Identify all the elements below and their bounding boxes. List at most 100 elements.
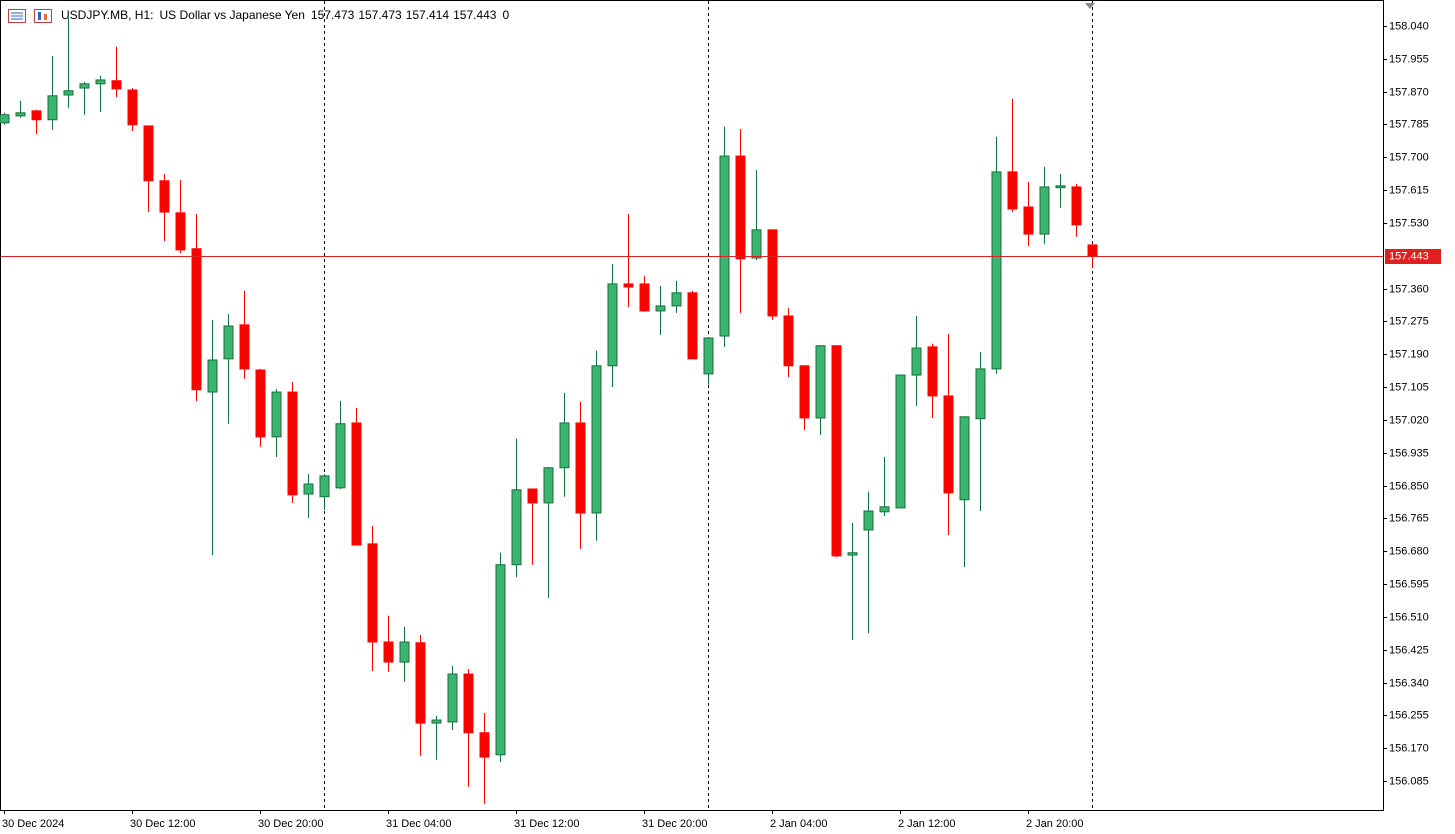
candle-body: [175, 212, 186, 251]
candle-body: [319, 475, 330, 498]
candle-body: [191, 248, 202, 391]
y-tick-label: 157.360: [1389, 283, 1429, 295]
y-tick-label: 156.935: [1389, 447, 1429, 459]
header-close: 157.443: [453, 8, 497, 22]
candle-body: [511, 489, 522, 566]
header-low: 157.414: [406, 8, 450, 22]
y-tick-label: 156.085: [1389, 775, 1429, 787]
x-tick-label: 2 Jan 04:00: [770, 818, 828, 830]
x-tick-label: 2 Jan 12:00: [898, 818, 956, 830]
header: USDJPY.MB, H1: US Dollar vs Japanese Yen 1…: [61, 8, 509, 22]
y-tick-label: 158.040: [1389, 20, 1429, 32]
header-volume: 0: [502, 8, 509, 22]
candle-body: [159, 180, 170, 213]
candle-body: [31, 110, 42, 121]
y-tick-label: 157.020: [1389, 414, 1429, 426]
header-high: 157.473: [358, 8, 402, 22]
candle-body: [543, 467, 554, 504]
candle-body: [271, 391, 282, 438]
candle-body: [239, 324, 250, 370]
candle-body: [687, 292, 698, 360]
candle-body: [927, 346, 938, 397]
y-tick-label: 157.700: [1389, 151, 1429, 163]
candle-body: [1055, 185, 1066, 189]
candle-body: [367, 543, 378, 643]
y-tick-label: 157.870: [1389, 86, 1429, 98]
candle-body: [895, 374, 906, 509]
candle-body: [223, 325, 234, 360]
y-tick-label: 157.105: [1389, 381, 1429, 393]
icon-chart[interactable]: [34, 9, 52, 23]
candle-body: [287, 391, 298, 496]
y-tick-label: 156.680: [1389, 545, 1429, 557]
candle-body: [943, 395, 954, 494]
candle-body: [879, 506, 890, 513]
candle-body: [783, 315, 794, 367]
y-tick-label: 157.530: [1389, 217, 1429, 229]
candle-body: [335, 423, 346, 489]
y-tick-label: 156.170: [1389, 742, 1429, 754]
y-tick-label: 157.955: [1389, 53, 1429, 65]
candle-body: [559, 422, 570, 469]
bid-label-box: [1385, 249, 1441, 264]
candle-body: [399, 641, 410, 663]
y-tick-label: 157.275: [1389, 315, 1429, 327]
candle-body: [127, 89, 138, 126]
header-icons: [8, 9, 52, 23]
candle-body: [863, 510, 874, 531]
candle-body: [959, 416, 970, 501]
candle-body: [591, 365, 602, 514]
y-tick-label: 156.850: [1389, 480, 1429, 492]
x-tick-label: 30 Dec 20:00: [258, 818, 323, 830]
candle-body: [655, 305, 666, 312]
candle-body: [735, 155, 746, 260]
candle-body: [383, 641, 394, 663]
candle-body: [607, 283, 618, 367]
candle-body: [527, 488, 538, 504]
y-tick-label: 156.595: [1389, 578, 1429, 590]
candle-body: [111, 80, 122, 90]
plot-frame: [0, 0, 1384, 811]
candle-body: [671, 292, 682, 307]
x-tick-label: 2 Jan 20:00: [1026, 818, 1084, 830]
candle-body: [799, 365, 810, 419]
candle-body: [15, 112, 26, 117]
candle-body: [575, 422, 586, 514]
x-tick-label: 31 Dec 12:00: [514, 818, 579, 830]
y-tick-label: 156.425: [1389, 644, 1429, 656]
candle-body: [639, 283, 650, 312]
bid-label: 157.443: [1389, 250, 1429, 262]
candle-body: [463, 673, 474, 734]
icon-bar: [38, 12, 41, 20]
candle-body: [431, 719, 442, 724]
candle-body: [47, 95, 58, 121]
y-tick-label: 157.190: [1389, 348, 1429, 360]
candle-body: [447, 673, 458, 723]
header-open: 157.473: [311, 8, 355, 22]
candle-body: [1007, 171, 1018, 210]
candle-body: [767, 229, 778, 317]
candle-body: [479, 732, 490, 758]
x-tick-label: 31 Dec 20:00: [642, 818, 707, 830]
candle-body: [991, 171, 1002, 370]
candle-body: [303, 483, 314, 495]
shift-marker[interactable]: [1085, 3, 1095, 9]
candle-body: [1071, 186, 1082, 226]
candle-body: [751, 229, 762, 259]
candle-body: [831, 345, 842, 557]
candle-body: [95, 79, 106, 85]
y-tick-label: 156.510: [1389, 611, 1429, 623]
candle-body: [1087, 244, 1098, 257]
candle-body: [79, 83, 90, 89]
candle-body: [351, 422, 362, 546]
candle-body: [1023, 206, 1034, 235]
candle-body: [63, 90, 74, 96]
candle-body: [1039, 186, 1050, 235]
y-tick-label: 156.255: [1389, 709, 1429, 721]
x-tick-label: 31 Dec 04:00: [386, 818, 451, 830]
candle-body: [703, 337, 714, 375]
marks: [0, 1, 1098, 810]
candle-body: [847, 552, 858, 556]
candle-body: [143, 125, 154, 182]
